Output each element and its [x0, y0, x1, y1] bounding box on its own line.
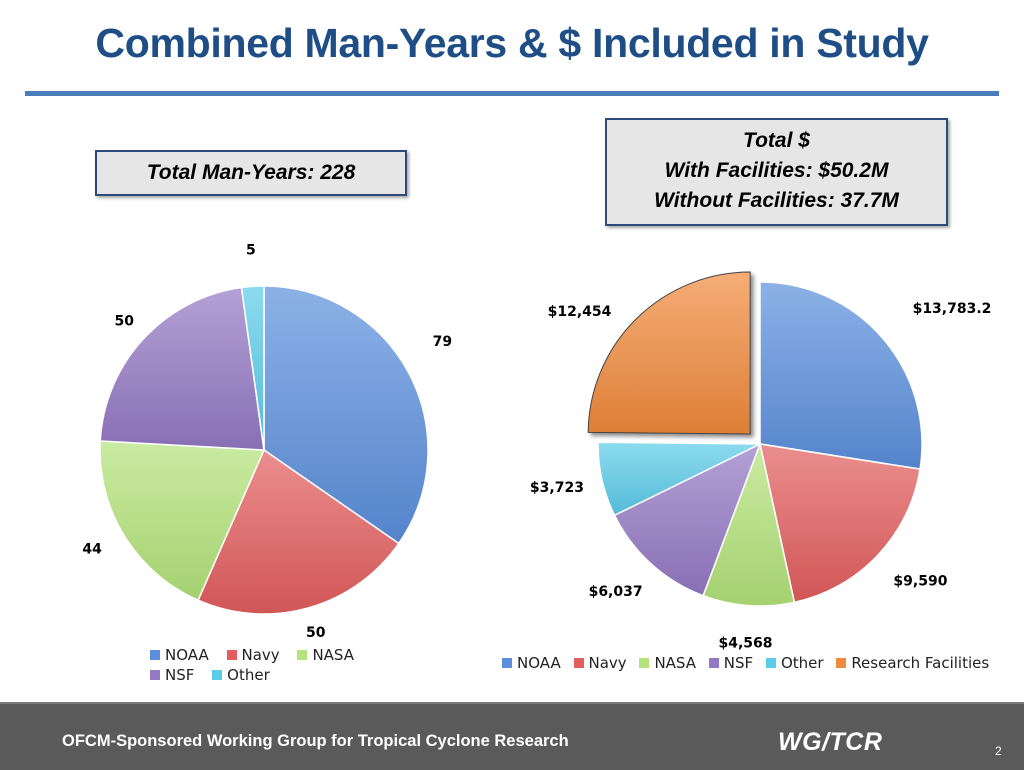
legend-swatch [639, 658, 650, 668]
legend-item-research-facilities: Research Facilities [836, 654, 989, 672]
data-label-other: $3,723 [530, 480, 584, 496]
pie-slice-navy [759, 443, 921, 604]
dollars-legend: NOAA Navy NASA NSF Other Research Facili… [502, 654, 1022, 672]
footer-logo: WG/TCR [778, 728, 883, 756]
legend-swatch [226, 650, 237, 660]
legend-label: Other [780, 654, 824, 672]
pie-slice-other [240, 285, 265, 451]
legend-label: NASA [654, 654, 696, 672]
legend-item-navy: Navy [573, 654, 627, 672]
data-label-other: 5 [246, 242, 256, 258]
pie-slice-other [597, 441, 761, 517]
dollars-without-facilities: Without Facilities: 37.7M [654, 189, 899, 212]
legend-item-nsf: NSF [150, 665, 194, 685]
legend-label: NASA [312, 646, 354, 664]
legend-label: NSF [165, 666, 195, 684]
pie-slice-navy [197, 448, 400, 615]
dollars-with-facilities: With Facilities: $50.2M [664, 159, 889, 182]
legend-label: NOAA [165, 646, 209, 664]
data-label-nsf: 50 [114, 313, 134, 329]
legend-item-nasa: NASA [639, 654, 696, 672]
data-label-navy: $9,590 [893, 573, 947, 589]
legend-item-other: Other [212, 665, 270, 685]
footer-bar: OFCM-Sponsored Working Group for Tropica… [0, 702, 1024, 770]
legend-label: NSF [723, 654, 754, 672]
legend-label: Navy [241, 646, 280, 664]
pie-slice-nasa [702, 441, 796, 607]
data-label-nsf: $6,037 [589, 584, 643, 600]
legend-swatch [502, 658, 512, 668]
data-label-noaa: 79 [433, 334, 452, 350]
legend-item-nasa: NASA [297, 645, 354, 665]
legend-item-navy: Navy [226, 645, 280, 665]
data-label-noaa: $13,783.2 [913, 301, 992, 317]
data-label-nasa: $4,568 [718, 635, 772, 651]
legend-swatch [150, 670, 160, 680]
pie-slice-noaa [263, 285, 429, 545]
man-years-legend: NOAA Navy NASA NSF Other [150, 645, 410, 685]
pie-slice-research-facilities [587, 271, 751, 435]
legend-label: NOAA [517, 654, 561, 672]
legend-item-noaa: NOAA [150, 645, 209, 665]
data-label-navy: 50 [306, 625, 326, 641]
slide-title: Combined Man-Years & $ Included in Study [95, 20, 929, 66]
man-years-total-box: Total Man-Years: 228 [95, 150, 407, 196]
legend-label: Navy [588, 654, 627, 672]
legend-swatch [708, 658, 719, 668]
legend-swatch [573, 658, 584, 668]
pie-slice-noaa [759, 281, 923, 471]
title-underline [25, 91, 999, 96]
footer-text: OFCM-Sponsored Working Group for Tropica… [62, 732, 569, 750]
data-label-research-facilities: $12,454 [548, 304, 612, 320]
legend-swatch [765, 658, 776, 668]
data-label-nasa: 44 [82, 541, 102, 557]
legend-swatch [297, 650, 308, 660]
pie-slice-nasa [99, 440, 266, 602]
dollars-total-heading: Total $ [743, 129, 810, 152]
legend-item-other: Other [765, 654, 824, 672]
legend-item-noaa: NOAA [502, 654, 561, 672]
dollars-total-box: Total $ With Facilities: $50.2M Without … [605, 118, 948, 226]
legend-swatch [836, 658, 847, 668]
legend-label: Other [227, 666, 270, 684]
legend-item-nsf: NSF [708, 654, 754, 672]
legend-label: Research Facilities [851, 654, 990, 672]
pie-slice-nsf [99, 286, 265, 451]
page-number: 2 [995, 744, 1002, 758]
pie-slice-nsf [613, 442, 762, 597]
legend-swatch [150, 650, 160, 660]
legend-swatch [212, 670, 223, 680]
